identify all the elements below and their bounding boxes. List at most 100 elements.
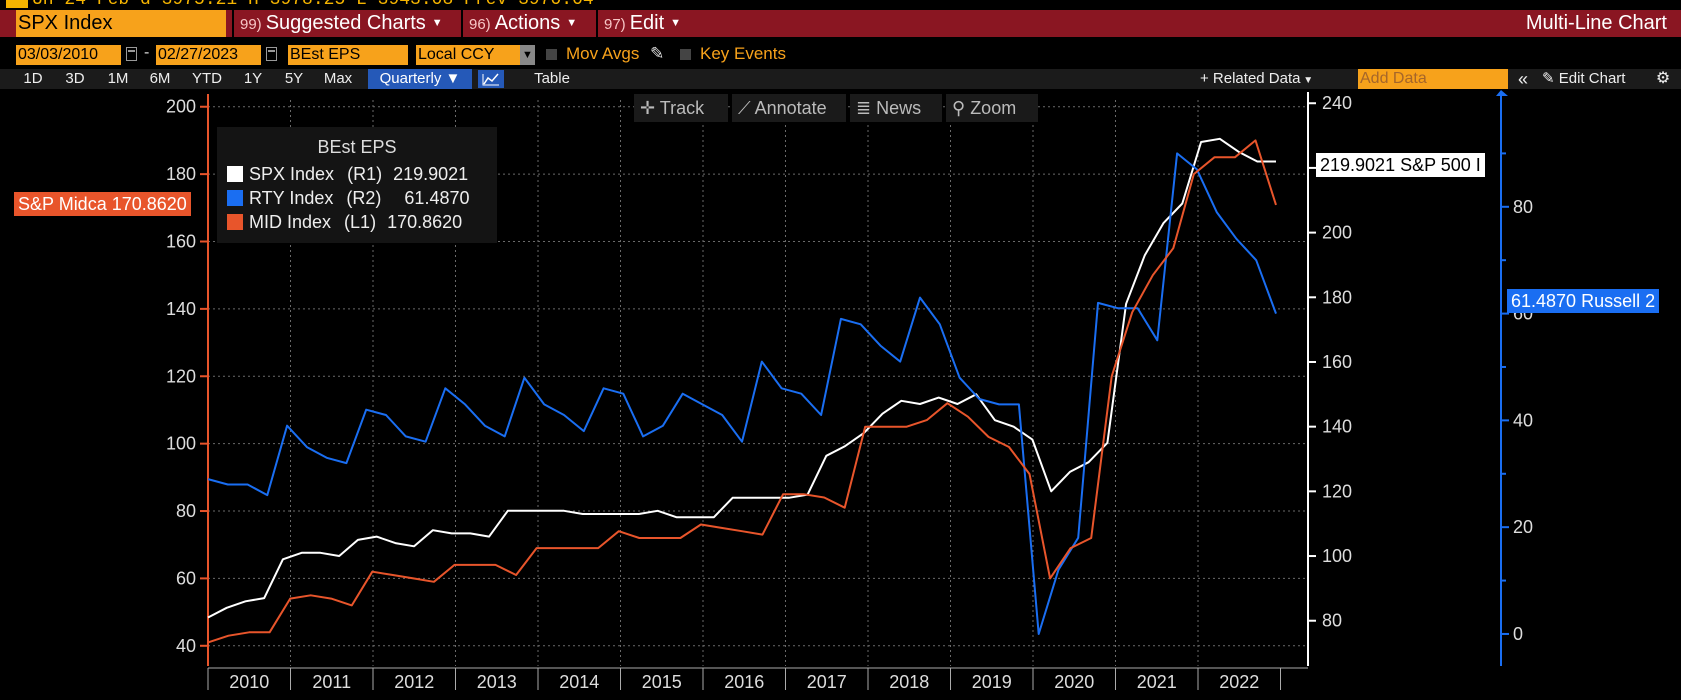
- legend-swatch: [227, 190, 243, 206]
- right2-axis-label: 0: [1513, 624, 1523, 644]
- menu-number: 97): [604, 16, 626, 33]
- right2-axis-label: 80: [1513, 197, 1533, 217]
- left-axis-label: 100: [166, 434, 196, 454]
- line-chart-icon[interactable]: [478, 70, 504, 88]
- series-lines: [207, 137, 1277, 644]
- edit-chart-button[interactable]: ✎ Edit Chart: [1542, 69, 1652, 89]
- legend-label: SPX Index: [249, 164, 335, 184]
- series-line-mid-index: [207, 139, 1277, 644]
- legend-swatch: [227, 166, 243, 182]
- annotate-icon: ⟋: [738, 98, 755, 118]
- security-field[interactable]: SPX Index: [16, 10, 226, 37]
- right1-axis-label: 140: [1322, 417, 1352, 437]
- news-icon: ≣: [856, 98, 877, 118]
- edit-menu[interactable]: 97) Edit ▼: [596, 10, 694, 37]
- chart-legend: BEst EPS SPX Index (R1) 219.9021 RTY Ind…: [217, 127, 497, 243]
- x-tick-label: 2022: [1219, 672, 1259, 692]
- key-events-checkbox[interactable]: [680, 49, 691, 60]
- x-tick-label: 2012: [394, 672, 434, 692]
- track-label: Track: [659, 98, 705, 118]
- related-data-menu[interactable]: + Related Data ▼: [1200, 69, 1340, 89]
- series-line-spx-index: [207, 137, 1276, 619]
- right2-axis-label: 40: [1513, 410, 1533, 430]
- legend-item-spx[interactable]: SPX Index (R1) 219.9021: [227, 163, 468, 185]
- edit-chart-label: Edit Chart: [1558, 70, 1626, 87]
- left-axis-label: 180: [166, 164, 196, 184]
- x-tick-label: 2019: [972, 672, 1012, 692]
- legend-label: RTY Index: [249, 188, 334, 208]
- menu-label: Actions: [494, 12, 561, 34]
- calendar-icon[interactable]: [126, 47, 137, 61]
- x-tick-label: 2013: [477, 672, 517, 692]
- news-label: News: [876, 98, 922, 118]
- currency-select[interactable]: Local CCY: [416, 45, 520, 65]
- period-5y[interactable]: 5Y: [284, 70, 304, 87]
- period-1d[interactable]: 1D: [23, 70, 43, 87]
- legend-item-mid[interactable]: MID Index (L1) 170.8620: [227, 211, 462, 233]
- view-title: Multi-Line Chart: [1525, 12, 1667, 34]
- data-field-input[interactable]: BEst EPS: [288, 45, 408, 65]
- legend-item-rty[interactable]: RTY Index (R2) 61.4870: [227, 187, 470, 209]
- spx-value-tag: 219.9021 S&P 500 I: [1316, 153, 1485, 177]
- mov-avgs-label[interactable]: Mov Avgs: [566, 44, 640, 63]
- left-axis-label: 140: [166, 299, 196, 319]
- gear-icon[interactable]: ⚙: [1655, 70, 1671, 87]
- legend-value: 170.8620: [387, 212, 463, 232]
- period-max[interactable]: Max: [323, 70, 353, 87]
- track-tool[interactable]: ✛ Track: [634, 94, 728, 122]
- right1-axis-label: 100: [1322, 546, 1352, 566]
- legend-swatch: [227, 214, 243, 230]
- actions-menu[interactable]: 96) Actions ▼: [461, 10, 593, 37]
- x-tick-label: 2015: [642, 672, 682, 692]
- quote-ticker: Un 24 Feb d 3975.21 H 3978.25 L 3943.08 …: [0, 0, 1681, 10]
- right1-axis-label: 240: [1322, 93, 1352, 113]
- start-date-field[interactable]: 03/03/2010: [16, 45, 121, 65]
- menu-number: 96): [469, 16, 491, 33]
- end-date-field[interactable]: 02/27/2023: [156, 45, 261, 65]
- x-tick-label: 2017: [807, 672, 847, 692]
- chevron-down-icon: ▼: [1300, 75, 1314, 86]
- collapse-icon[interactable]: «: [1517, 69, 1528, 89]
- period-3d[interactable]: 3D: [65, 70, 85, 87]
- add-data-input[interactable]: Add Data: [1358, 69, 1508, 89]
- crosshair-icon: ✛: [640, 98, 660, 118]
- period-ytd[interactable]: YTD: [192, 70, 222, 87]
- chevron-down-icon[interactable]: ▼: [520, 45, 535, 65]
- chevron-down-icon: ▼: [441, 70, 461, 87]
- suggested-charts-menu[interactable]: 99) Suggested Charts ▼: [232, 10, 443, 37]
- zoom-icon: ⚲: [952, 98, 971, 118]
- x-tick-label: 2014: [559, 672, 599, 692]
- right1-axis-label: 160: [1322, 352, 1352, 372]
- right2-axis-label: 20: [1513, 517, 1533, 537]
- frequency-dropdown[interactable]: Quarterly ▼: [368, 69, 472, 89]
- left-axis-label: 40: [176, 636, 196, 656]
- date-separator: -: [144, 44, 150, 61]
- legend-title: BEst EPS: [317, 137, 397, 157]
- x-tick-label: 2011: [312, 672, 351, 692]
- key-events-label[interactable]: Key Events: [700, 44, 786, 63]
- period-1y[interactable]: 1Y: [243, 70, 263, 87]
- pencil-icon[interactable]: ✎: [650, 44, 665, 63]
- zoom-tool[interactable]: ⚲ Zoom: [946, 94, 1038, 122]
- calendar-icon[interactable]: [266, 47, 277, 61]
- ticker-badge: [6, 0, 28, 8]
- chevron-down-icon: ▼: [670, 17, 682, 29]
- x-axis-labels: 2010 2011 2012 2013 2014 2015 2016 2017 2018 2019…: [229, 672, 1259, 692]
- period-1m[interactable]: 1M: [107, 70, 129, 87]
- annotate-tool[interactable]: ⟋ Annotate: [732, 94, 846, 122]
- left-axis-label: 80: [176, 501, 196, 521]
- chevron-down-icon: ▼: [431, 17, 443, 29]
- left-axis-label: 200: [166, 97, 196, 117]
- right1-axis-label: 80: [1322, 611, 1342, 631]
- menu-label: Suggested Charts: [265, 12, 426, 34]
- table-button[interactable]: Table: [534, 70, 570, 87]
- period-6m[interactable]: 6M: [149, 70, 171, 87]
- x-tick-label: 2018: [889, 672, 929, 692]
- series-line-rty-index: [207, 152, 1277, 635]
- legend-value: 61.4870: [404, 188, 470, 208]
- related-data-label: + Related Data: [1200, 70, 1301, 87]
- news-tool[interactable]: ≣ News: [850, 94, 942, 122]
- zoom-label: Zoom: [970, 98, 1017, 118]
- mov-avgs-checkbox[interactable]: [546, 49, 557, 60]
